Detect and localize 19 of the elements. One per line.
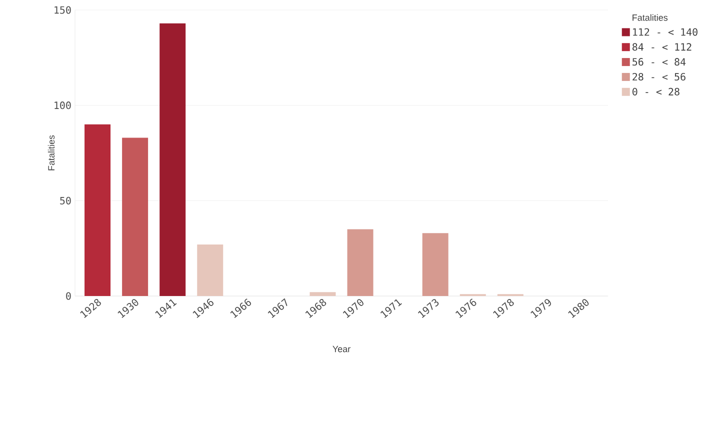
bar [347, 229, 374, 296]
legend-label: 56 - < 84 [632, 58, 686, 66]
y-tick-label: 150 [54, 6, 71, 14]
y-tick-label: 0 [66, 292, 71, 300]
legend-label: 0 - < 28 [632, 88, 680, 96]
bar [197, 244, 224, 296]
y-tick-label: 100 [54, 102, 71, 110]
legend-label: 84 - < 112 [632, 43, 692, 51]
y-axis-title: Fatalities [48, 135, 55, 170]
bar [160, 23, 186, 296]
legend-label: 112 - < 140 [633, 28, 698, 36]
x-axis-title: Year [332, 346, 350, 352]
legend-title: Fatalities [632, 14, 668, 21]
bar [84, 124, 111, 296]
bar [310, 292, 336, 296]
y-tick-label: 50 [60, 196, 71, 204]
bar [422, 233, 448, 296]
bar [122, 138, 148, 296]
legend-label: 28 - < 56 [632, 72, 686, 81]
